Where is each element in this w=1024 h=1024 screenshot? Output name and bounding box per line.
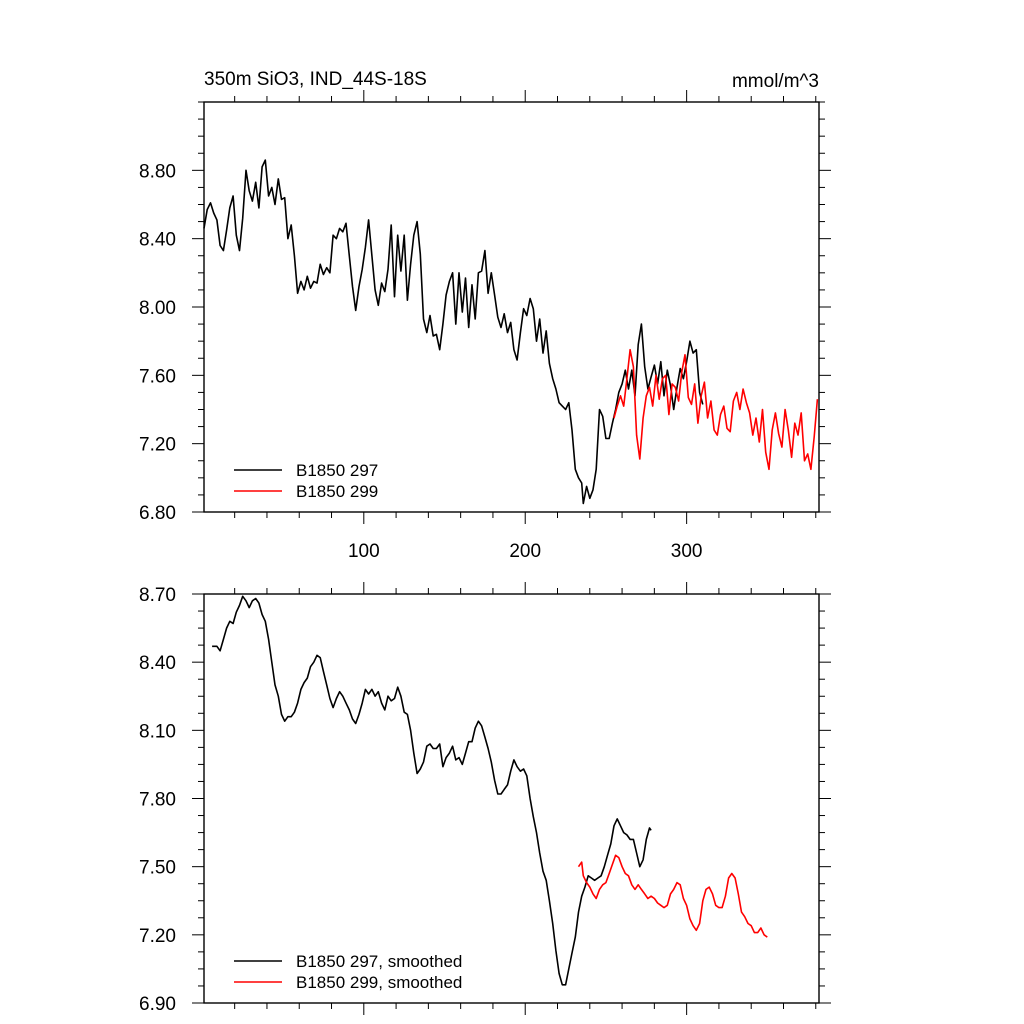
x-tick-label: 300 (671, 541, 703, 562)
top-plot-units: mmol/m^3 (732, 71, 819, 92)
top-y-tick-labels: 6.80 7.20 7.60 8.00 8.40 8.80 (139, 161, 176, 524)
y-tick-label: 7.20 (139, 435, 176, 456)
x-tick-label: 200 (509, 541, 541, 562)
series-line-2 (613, 348, 819, 471)
y-tick-label: 7.50 (139, 858, 176, 879)
top-series-lines (203, 159, 819, 505)
y-tick-label: 6.90 (139, 994, 176, 1015)
bottom-legend: B1850 297, smoothed B1850 299, smoothed (234, 952, 462, 992)
y-tick-label: 8.80 (139, 161, 176, 182)
y-tick-label: 7.60 (139, 366, 176, 387)
top-plot-frame (203, 101, 820, 513)
legend-label: B1850 299, smoothed (296, 973, 462, 992)
y-tick-label: 8.40 (139, 230, 176, 251)
series-line-1 (203, 159, 704, 505)
x-tick-label: 100 (348, 541, 380, 562)
series-line-1 (212, 595, 652, 986)
legend-label: B1850 297, smoothed (296, 952, 462, 971)
y-tick-label: 8.10 (139, 721, 176, 742)
series-line-2 (577, 854, 768, 938)
y-tick-label: 6.80 (139, 503, 176, 524)
bottom-tick-marks (192, 582, 831, 1015)
legend-label: B1850 297 (296, 461, 378, 480)
top-tick-marks (192, 90, 831, 524)
y-tick-label: 7.20 (139, 926, 176, 947)
top-x-tick-labels: 100 200 300 (348, 541, 703, 562)
bottom-series-lines (212, 595, 768, 986)
bottom-y-tick-labels: 6.90 7.20 7.50 7.80 8.10 8.40 8.70 (139, 585, 176, 1015)
top-plot-title: 350m SiO3, IND_44S-18S (204, 69, 427, 90)
top-panel: 350m SiO3, IND_44S-18S mmol/m^3 6.80 7.20… (139, 69, 831, 562)
y-tick-label: 8.00 (139, 298, 176, 319)
y-tick-label: 8.40 (139, 653, 176, 674)
bottom-plot-frame (203, 593, 820, 1004)
top-legend: B1850 297 B1850 299 (234, 461, 378, 501)
y-tick-label: 8.70 (139, 585, 176, 606)
y-tick-label: 7.80 (139, 790, 176, 811)
legend-label: B1850 299 (296, 482, 378, 501)
bottom-panel: 6.90 7.20 7.50 7.80 8.10 8.40 8.70 B1850 297, … (139, 582, 831, 1015)
